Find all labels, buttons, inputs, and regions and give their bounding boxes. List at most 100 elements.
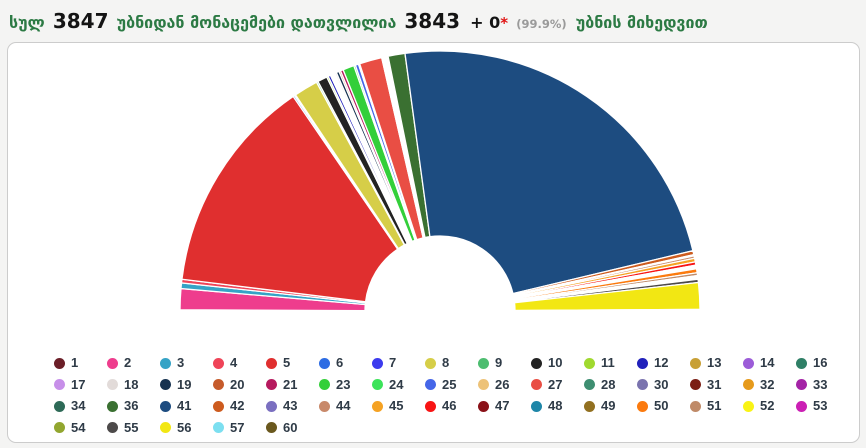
legend-item-44[interactable]: 44 bbox=[319, 399, 372, 413]
legend-color-dot-6 bbox=[319, 357, 330, 369]
legend-color-dot-26 bbox=[478, 379, 489, 390]
legend-item-4[interactable]: 4 bbox=[213, 356, 266, 370]
legend-color-dot-44 bbox=[319, 400, 330, 412]
legend-color-dot-19 bbox=[160, 379, 171, 390]
legend-item-26[interactable]: 26 bbox=[478, 376, 531, 392]
legend-item-32[interactable]: 32 bbox=[743, 377, 796, 392]
legend-item-33[interactable]: 33 bbox=[796, 376, 849, 392]
results-summary-title: სულ 3847 უბნიდან მონაცემები დათვლილია 38… bbox=[0, 0, 866, 39]
legend-item-56[interactable]: 56 bbox=[160, 420, 213, 435]
legend-party-number: 42 bbox=[230, 398, 245, 413]
legend-color-dot-14 bbox=[743, 357, 754, 369]
legend-party-number: 47 bbox=[495, 398, 510, 413]
pie-slice-60[interactable] bbox=[514, 309, 701, 312]
legend-item-9[interactable]: 9 bbox=[478, 356, 531, 370]
legend-item-53[interactable]: 53 bbox=[796, 399, 849, 413]
results-half-donut-chart bbox=[179, 50, 701, 312]
legend-item-57[interactable]: 57 bbox=[213, 420, 266, 435]
legend-party-number: 54 bbox=[71, 419, 86, 435]
legend-color-dot-33 bbox=[796, 379, 807, 390]
legend-item-25[interactable]: 25 bbox=[425, 377, 478, 392]
legend-party-number: 9 bbox=[495, 355, 503, 370]
legend-color-dot-52 bbox=[743, 400, 754, 412]
legend-item-41[interactable]: 41 bbox=[160, 399, 213, 413]
legend-party-number: 10 bbox=[548, 355, 563, 370]
legend-party-number: 6 bbox=[336, 355, 344, 370]
legend-item-2[interactable]: 2 bbox=[107, 356, 160, 370]
legend-color-dot-3 bbox=[160, 357, 171, 369]
legend-item-36[interactable]: 36 bbox=[107, 399, 160, 413]
legend-item-1[interactable]: 1 bbox=[54, 356, 107, 370]
legend-item-21[interactable]: 21 bbox=[266, 376, 319, 392]
legend-item-48[interactable]: 48 bbox=[531, 399, 584, 413]
asterisk: * bbox=[500, 14, 509, 32]
legend-party-number: 26 bbox=[495, 376, 510, 392]
legend-color-dot-11 bbox=[584, 357, 595, 369]
legend-color-dot-54 bbox=[54, 422, 65, 433]
legend-party-number: 31 bbox=[707, 376, 722, 392]
legend-item-42[interactable]: 42 bbox=[213, 399, 266, 413]
legend-item-12[interactable]: 12 bbox=[637, 356, 690, 370]
legend-party-number: 21 bbox=[283, 376, 298, 392]
pie-slice-5[interactable] bbox=[181, 95, 399, 303]
legend-item-23[interactable]: 23 bbox=[319, 377, 372, 392]
legend-item-27[interactable]: 27 bbox=[531, 377, 584, 392]
legend-item-55[interactable]: 55 bbox=[107, 420, 160, 435]
legend-party-number: 33 bbox=[813, 376, 828, 392]
legend-item-13[interactable]: 13 bbox=[690, 356, 743, 370]
legend-item-28[interactable]: 28 bbox=[584, 376, 637, 392]
legend: 1 2 3 4 5 6 7 8 9 10 11 12 13 14 16 17 18 19 20 21 23 24 25 26 2… bbox=[54, 356, 847, 435]
legend-item-52[interactable]: 52 bbox=[743, 399, 796, 413]
legend-item-45[interactable]: 45 bbox=[372, 399, 425, 413]
legend-item-51[interactable]: 51 bbox=[690, 399, 743, 413]
legend-party-number: 36 bbox=[124, 398, 139, 413]
legend-color-dot-45 bbox=[372, 400, 383, 412]
legend-item-20[interactable]: 20 bbox=[213, 376, 266, 392]
legend-color-dot-2 bbox=[107, 357, 118, 369]
legend-party-number: 50 bbox=[654, 398, 669, 413]
legend-item-18[interactable]: 18 bbox=[107, 377, 160, 392]
legend-item-5[interactable]: 5 bbox=[266, 356, 319, 370]
legend-item-24[interactable]: 24 bbox=[372, 377, 425, 392]
legend-item-34[interactable]: 34 bbox=[54, 399, 107, 413]
legend-item-3[interactable]: 3 bbox=[160, 356, 213, 370]
legend-item-47[interactable]: 47 bbox=[478, 399, 531, 413]
legend-party-number: 14 bbox=[760, 355, 775, 370]
legend-party-number: 45 bbox=[389, 398, 404, 413]
legend-party-number: 43 bbox=[283, 398, 298, 413]
legend-item-14[interactable]: 14 bbox=[743, 356, 796, 370]
legend-item-16[interactable]: 16 bbox=[796, 356, 849, 370]
title-word-by-precincts: უბნის მიხედვით bbox=[575, 13, 708, 32]
legend-party-number: 1 bbox=[71, 355, 79, 370]
legend-color-dot-24 bbox=[372, 379, 383, 390]
legend-color-dot-9 bbox=[478, 357, 489, 369]
legend-party-number: 48 bbox=[548, 398, 563, 413]
legend-item-8[interactable]: 8 bbox=[425, 356, 478, 370]
legend-color-dot-25 bbox=[425, 379, 436, 390]
legend-item-50[interactable]: 50 bbox=[637, 399, 690, 413]
legend-item-11[interactable]: 11 bbox=[584, 356, 637, 370]
legend-item-6[interactable]: 6 bbox=[319, 356, 372, 370]
legend-item-60[interactable]: 60 bbox=[266, 419, 319, 435]
legend-party-number: 20 bbox=[230, 376, 245, 392]
legend-item-17[interactable]: 17 bbox=[54, 377, 107, 392]
legend-color-dot-13 bbox=[690, 357, 701, 369]
legend-item-49[interactable]: 49 bbox=[584, 399, 637, 413]
legend-item-31[interactable]: 31 bbox=[690, 376, 743, 392]
legend-color-dot-47 bbox=[478, 400, 489, 412]
legend-color-dot-28 bbox=[584, 379, 595, 390]
legend-item-46[interactable]: 46 bbox=[425, 399, 478, 413]
legend-color-dot-23 bbox=[319, 379, 330, 390]
legend-color-dot-4 bbox=[213, 357, 224, 369]
legend-party-number: 60 bbox=[283, 419, 298, 435]
legend-item-30[interactable]: 30 bbox=[637, 376, 690, 392]
legend-item-7[interactable]: 7 bbox=[372, 356, 425, 370]
legend-item-54[interactable]: 54 bbox=[54, 419, 107, 435]
legend-party-number: 28 bbox=[601, 376, 616, 392]
legend-party-number: 30 bbox=[654, 376, 669, 392]
legend-item-19[interactable]: 19 bbox=[160, 377, 213, 392]
legend-item-10[interactable]: 10 bbox=[531, 356, 584, 370]
legend-item-43[interactable]: 43 bbox=[266, 399, 319, 413]
pie-slice-41[interactable] bbox=[404, 50, 694, 295]
legend-party-number: 51 bbox=[707, 398, 722, 413]
